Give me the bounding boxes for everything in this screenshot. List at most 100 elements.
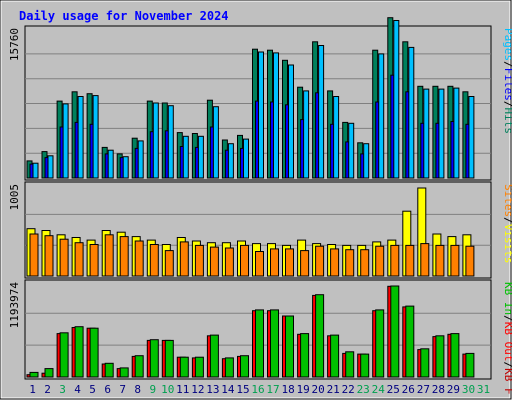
x-axis-labels: 1 2 3 4 5 6 7 8 9 10 11 12 13 14 15 16 17 18 19 20 21 22 23 24 2… [29, 383, 490, 396]
bar-kb-in [435, 335, 445, 378]
x-tick-label: 5 [89, 383, 96, 396]
bar-sites [420, 243, 430, 277]
bar-sites [89, 244, 99, 277]
bar-kb-in [179, 356, 189, 378]
bar-pages [273, 52, 279, 179]
hits-panel-legend: Pages/Files/Hits [502, 28, 512, 134]
x-tick-label: 15 [236, 383, 249, 396]
x-tick-label: 6 [104, 383, 111, 396]
bar-kb-in [330, 334, 340, 378]
bar-pages [227, 143, 234, 179]
x-tick-label: 29 [447, 383, 460, 396]
x-tick-label: 17 [266, 383, 279, 396]
bar-kb-in [360, 353, 370, 378]
bar-kb-in [224, 357, 234, 378]
x-tick-label: 23 [357, 383, 370, 396]
bar-kb-in [420, 348, 430, 378]
bar-sites [164, 250, 174, 277]
bar-pages [107, 149, 114, 179]
legend-item: Sites [502, 184, 512, 217]
bar-kb-in [255, 309, 264, 378]
bar-pages [258, 51, 264, 179]
bar-sites [405, 244, 415, 277]
x-tick-label: 16 [251, 383, 264, 396]
bar-pages [363, 143, 370, 179]
bar-pages [182, 135, 189, 179]
bar-sites [270, 248, 279, 277]
x-tick-label: 7 [119, 383, 126, 396]
x-tick-label: 28 [432, 383, 445, 396]
bar-pages [77, 96, 84, 179]
bar-sites [179, 241, 189, 277]
bar-kb-in [74, 326, 84, 378]
hits-panel-max-label: 15760 [8, 28, 21, 61]
bar-kb-in [405, 305, 415, 378]
x-tick-label: 26 [402, 383, 415, 396]
bar-pages [468, 96, 475, 179]
bar-sites [285, 248, 294, 277]
bar-pages [288, 64, 294, 179]
bar-kb-in [270, 309, 279, 378]
bar-kb-in [149, 339, 159, 378]
legend-item: / [502, 315, 512, 322]
bar-pages [378, 53, 385, 179]
bar-pages [197, 135, 204, 179]
x-tick-label: 10 [161, 383, 174, 396]
bar-sites [29, 233, 39, 277]
bar-pages [32, 162, 39, 179]
chart-title: Daily usage for November 2024 [19, 9, 229, 23]
legend-item: Pages [502, 28, 512, 61]
bar-kb-in [390, 285, 400, 378]
x-tick-label: 1 [29, 383, 36, 396]
legend-item: KB Out [502, 322, 512, 362]
bar-kb-in [104, 362, 114, 378]
bar-pages [303, 90, 310, 179]
bar-kb-in [315, 294, 325, 378]
legend-item: / [502, 101, 512, 108]
bar-pages [122, 156, 129, 179]
bar-pages [318, 45, 325, 179]
x-tick-label: 2 [44, 383, 51, 396]
bar-kb-in [375, 309, 385, 378]
bar-sites [74, 242, 84, 277]
bar-pages [47, 155, 54, 179]
bar-kb-in [59, 332, 69, 378]
bar-sites [149, 244, 159, 277]
x-tick-label: 30 [462, 383, 475, 396]
x-tick-label: 12 [191, 383, 204, 396]
bar-kb-in [240, 355, 249, 378]
bar-kb-in [164, 339, 174, 378]
bar-sites [224, 247, 234, 277]
bar-sites [194, 244, 204, 277]
bar-kb-in [29, 371, 39, 378]
visits-panel: 1005 Sites/Visits [8, 181, 512, 279]
bar-sites [104, 234, 114, 277]
bar-sites [300, 250, 310, 277]
bar-kb-in [119, 367, 129, 378]
bar-kb-in [300, 333, 310, 378]
x-tick-label: 31 [477, 383, 490, 396]
x-tick-label: 9 [149, 383, 156, 396]
legend-item: / [502, 61, 512, 68]
bar-sites [240, 244, 249, 277]
bar-sites [134, 240, 144, 277]
bar-pages [333, 96, 340, 179]
legend-item: KB In [502, 282, 512, 315]
bar-kb-in [345, 351, 355, 378]
bar-sites [330, 248, 340, 277]
bar-sites [59, 238, 69, 277]
bar-sites [465, 245, 475, 277]
bar-sites [255, 251, 264, 277]
legend-item: KB F [502, 368, 512, 395]
bar-pages [212, 106, 219, 179]
x-tick-label: 22 [342, 383, 355, 396]
bar-pages [62, 103, 69, 179]
x-tick-label: 25 [387, 383, 400, 396]
bar-pages [92, 95, 99, 179]
bar-kb-in [450, 333, 460, 378]
bar-pages [423, 88, 430, 179]
bar-kb-in [89, 327, 99, 378]
legend-item: / [502, 217, 512, 224]
